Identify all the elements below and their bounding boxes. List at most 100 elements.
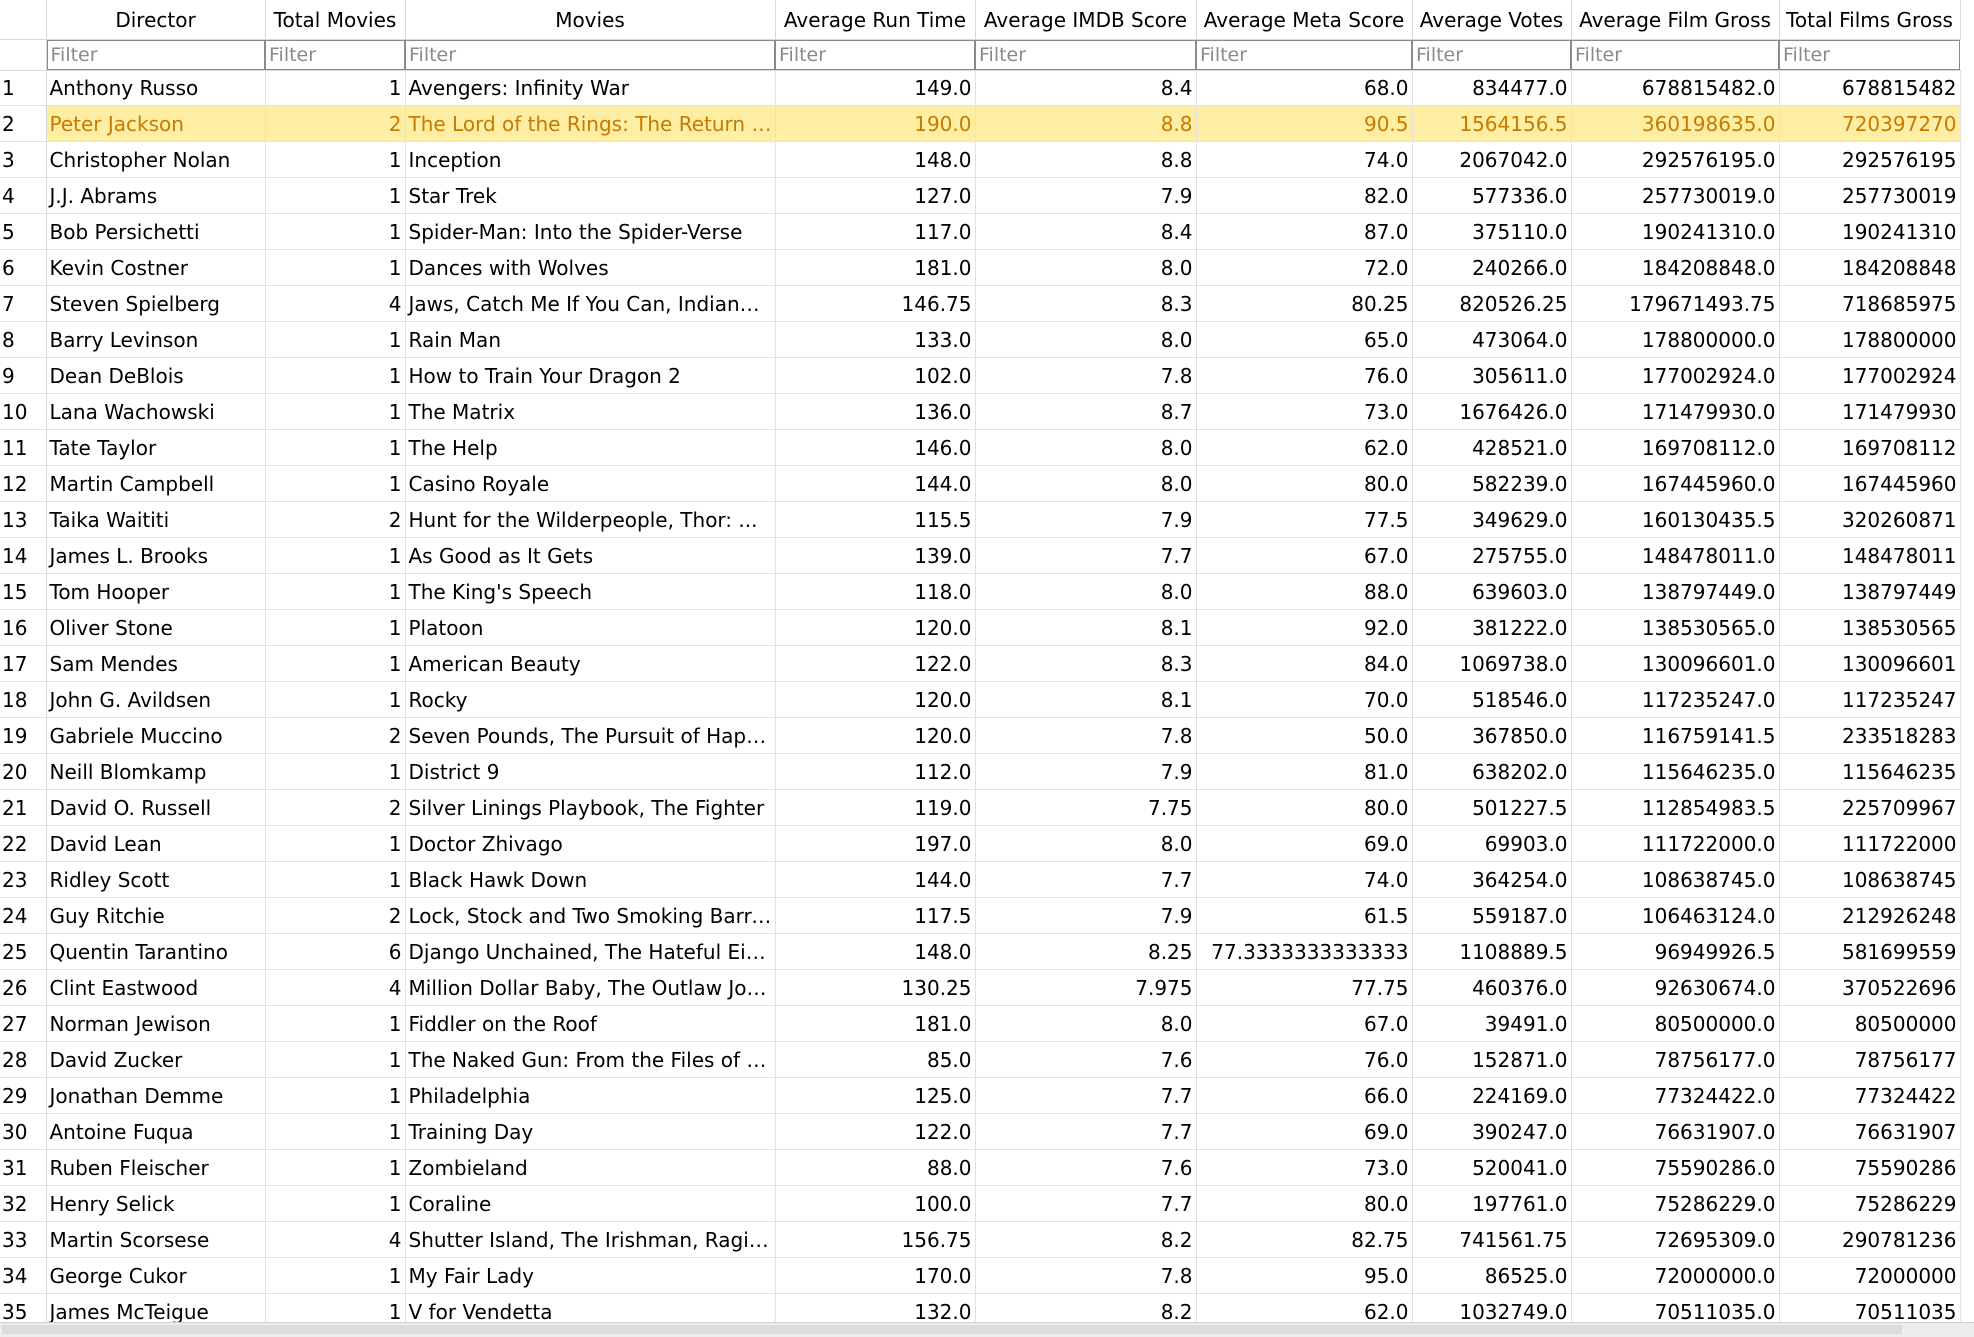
scrollbar-thumb[interactable]	[2, 1325, 1902, 1334]
cell-average-votes[interactable]: 1108889.5	[1412, 933, 1572, 970]
cell-average-meta-score[interactable]: 69.0	[1196, 1113, 1413, 1150]
cell-movies[interactable]: Hunt for the Wilderpeople, Thor: ...	[405, 501, 776, 538]
cell-average-film-gross[interactable]: 72695309.0	[1571, 1221, 1780, 1258]
cell-total-movies[interactable]: 1	[265, 1041, 406, 1078]
cell-average-votes[interactable]: 240266.0	[1412, 249, 1572, 286]
cell-average-meta-score[interactable]: 84.0	[1196, 645, 1413, 682]
cell-director[interactable]: Neill Blomkamp	[46, 753, 266, 790]
cell-average-votes[interactable]: 638202.0	[1412, 753, 1572, 790]
cell-average-meta-score[interactable]: 77.5	[1196, 501, 1413, 538]
cell-total-films-gross[interactable]: 78756177	[1779, 1041, 1961, 1078]
cell-total-films-gross[interactable]: 111722000	[1779, 825, 1961, 862]
cell-director[interactable]: David Zucker	[46, 1041, 266, 1078]
column-header-total-films-gross[interactable]: Total Films Gross	[1779, 0, 1961, 40]
table-row[interactable]: 17 Sam Mendes 1 American Beauty 122.0 8.3 84.0…	[0, 645, 1961, 682]
cell-director[interactable]: David O. Russell	[46, 789, 266, 826]
cell-average-votes[interactable]: 375110.0	[1412, 213, 1572, 250]
cell-average-film-gross[interactable]: 108638745.0	[1571, 861, 1780, 898]
cell-movies[interactable]: Spider-Man: Into the Spider-Verse	[405, 213, 776, 250]
cell-total-movies[interactable]: 2	[265, 501, 406, 538]
cell-movies[interactable]: Fiddler on the Roof	[405, 1005, 776, 1042]
cell-total-films-gross[interactable]: 370522696	[1779, 969, 1961, 1006]
table-row[interactable]: 34 George Cukor 1 My Fair Lady 170.0 7.8 95.0 8…	[0, 1257, 1961, 1294]
row-number-cell[interactable]: 5	[0, 213, 47, 250]
cell-total-films-gross[interactable]: 257730019	[1779, 177, 1961, 214]
cell-movies[interactable]: How to Train Your Dragon 2	[405, 357, 776, 394]
cell-average-votes[interactable]: 1069738.0	[1412, 645, 1572, 682]
cell-movies[interactable]: Training Day	[405, 1113, 776, 1150]
row-number-cell[interactable]: 15	[0, 573, 47, 610]
table-row[interactable]: 26 Clint Eastwood 4 Million Dollar Baby, Th…	[0, 969, 1961, 1006]
cell-average-imdb-score[interactable]: 8.0	[975, 1005, 1197, 1042]
cell-average-run-time[interactable]: 149.0	[775, 70, 976, 106]
cell-average-run-time[interactable]: 148.0	[775, 933, 976, 970]
cell-total-movies[interactable]: 1	[265, 393, 406, 430]
cell-director[interactable]: Dean DeBlois	[46, 357, 266, 394]
cell-total-movies[interactable]: 1	[265, 681, 406, 718]
cell-total-movies[interactable]: 4	[265, 285, 406, 322]
cell-average-meta-score[interactable]: 70.0	[1196, 681, 1413, 718]
cell-average-votes[interactable]: 381222.0	[1412, 609, 1572, 646]
cell-movies[interactable]: District 9	[405, 753, 776, 790]
cell-movies[interactable]: Silver Linings Playbook, The Fighter	[405, 789, 776, 826]
table-row[interactable]: 30 Antoine Fuqua 1 Training Day 122.0 7.7 69.0…	[0, 1113, 1961, 1150]
row-number-cell[interactable]: 31	[0, 1149, 47, 1186]
column-header-average-imdb-score[interactable]: Average IMDB Score	[975, 0, 1197, 40]
row-number-cell[interactable]: 29	[0, 1077, 47, 1114]
row-number-cell[interactable]: 22	[0, 825, 47, 862]
cell-average-imdb-score[interactable]: 8.4	[975, 70, 1197, 106]
cell-average-votes[interactable]: 2067042.0	[1412, 141, 1572, 178]
cell-director[interactable]: Jonathan Demme	[46, 1077, 266, 1114]
cell-average-meta-score[interactable]: 80.0	[1196, 789, 1413, 826]
cell-average-run-time[interactable]: 125.0	[775, 1077, 976, 1114]
cell-average-film-gross[interactable]: 138797449.0	[1571, 573, 1780, 610]
cell-director[interactable]: John G. Avildsen	[46, 681, 266, 718]
cell-average-votes[interactable]: 349629.0	[1412, 501, 1572, 538]
cell-total-films-gross[interactable]: 130096601	[1779, 645, 1961, 682]
cell-average-run-time[interactable]: 117.0	[775, 213, 976, 250]
cell-average-imdb-score[interactable]: 7.7	[975, 1113, 1197, 1150]
cell-average-imdb-score[interactable]: 8.0	[975, 429, 1197, 466]
cell-total-movies[interactable]: 4	[265, 969, 406, 1006]
cell-average-imdb-score[interactable]: 8.1	[975, 681, 1197, 718]
cell-average-film-gross[interactable]: 184208848.0	[1571, 249, 1780, 286]
cell-total-movies[interactable]: 1	[265, 249, 406, 286]
table-row[interactable]: 8 Barry Levinson 1 Rain Man 133.0 8.0 65.0 4730…	[0, 321, 1961, 358]
cell-director[interactable]: James L. Brooks	[46, 537, 266, 574]
cell-average-imdb-score[interactable]: 7.7	[975, 1185, 1197, 1222]
row-number-cell[interactable]: 2	[0, 105, 47, 142]
row-number-cell[interactable]: 12	[0, 465, 47, 502]
cell-average-meta-score[interactable]: 74.0	[1196, 861, 1413, 898]
table-row[interactable]: 9 Dean DeBlois 1 How to Train Your Dragon 2…	[0, 357, 1961, 394]
row-number-cell[interactable]: 6	[0, 249, 47, 286]
cell-average-meta-score[interactable]: 65.0	[1196, 321, 1413, 358]
cell-movies[interactable]: Rain Man	[405, 321, 776, 358]
cell-average-run-time[interactable]: 181.0	[775, 1005, 976, 1042]
cell-total-movies[interactable]: 1	[265, 213, 406, 250]
cell-average-run-time[interactable]: 156.75	[775, 1221, 976, 1258]
cell-total-movies[interactable]: 1	[265, 429, 406, 466]
cell-director[interactable]: David Lean	[46, 825, 266, 862]
cell-average-film-gross[interactable]: 678815482.0	[1571, 70, 1780, 106]
filter-input-total-films-gross[interactable]	[1779, 40, 1960, 70]
cell-average-film-gross[interactable]: 72000000.0	[1571, 1257, 1780, 1294]
cell-average-votes[interactable]: 639603.0	[1412, 573, 1572, 610]
row-number-cell[interactable]: 8	[0, 321, 47, 358]
cell-average-imdb-score[interactable]: 7.975	[975, 969, 1197, 1006]
cell-total-films-gross[interactable]: 290781236	[1779, 1221, 1961, 1258]
filter-input-average-film-gross[interactable]	[1571, 40, 1779, 70]
cell-movies[interactable]: Zombieland	[405, 1149, 776, 1186]
cell-average-votes[interactable]: 473064.0	[1412, 321, 1572, 358]
cell-total-movies[interactable]: 1	[265, 861, 406, 898]
cell-average-votes[interactable]: 367850.0	[1412, 717, 1572, 754]
cell-average-film-gross[interactable]: 115646235.0	[1571, 753, 1780, 790]
row-number-cell[interactable]: 21	[0, 789, 47, 826]
row-number-cell[interactable]: 20	[0, 753, 47, 790]
row-number-cell[interactable]: 34	[0, 1257, 47, 1294]
cell-average-meta-score[interactable]: 72.0	[1196, 249, 1413, 286]
cell-average-meta-score[interactable]: 82.75	[1196, 1221, 1413, 1258]
cell-average-film-gross[interactable]: 96949926.5	[1571, 933, 1780, 970]
row-number-cell[interactable]: 26	[0, 969, 47, 1006]
cell-average-run-time[interactable]: 118.0	[775, 573, 976, 610]
cell-average-votes[interactable]: 69903.0	[1412, 825, 1572, 862]
